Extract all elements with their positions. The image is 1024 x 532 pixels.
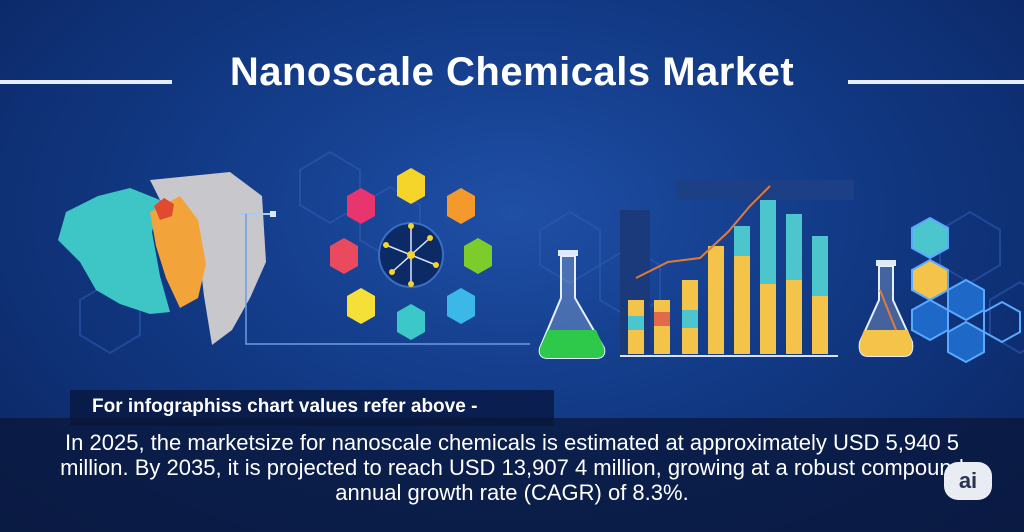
summary-band <box>0 418 1024 532</box>
summary-line-3: annual growth rate (CAGR) of 8.3%. <box>335 480 689 505</box>
chart-caption: For infographiss chart values refer abov… <box>92 396 478 417</box>
molecule-ring-icon <box>330 168 492 340</box>
ai-badge[interactable]: ai <box>944 462 992 500</box>
summary-line-2: million. By 2035, it is projected to rea… <box>60 455 964 480</box>
flask-icon <box>858 260 914 357</box>
bar-chart-icon <box>620 180 854 360</box>
title-rule-left <box>0 80 172 84</box>
hexagon-cluster-icon <box>911 216 1021 364</box>
summary-line-1: In 2025, the marketsize for nanoscale ch… <box>65 430 959 455</box>
title-rule-right <box>848 80 1024 84</box>
summary-text: In 2025, the marketsize for nanoscale ch… <box>60 430 964 505</box>
world-map-icon <box>58 172 530 345</box>
flask-icon <box>538 250 606 359</box>
page-title: Nanoscale Chemicals Market <box>229 50 795 94</box>
